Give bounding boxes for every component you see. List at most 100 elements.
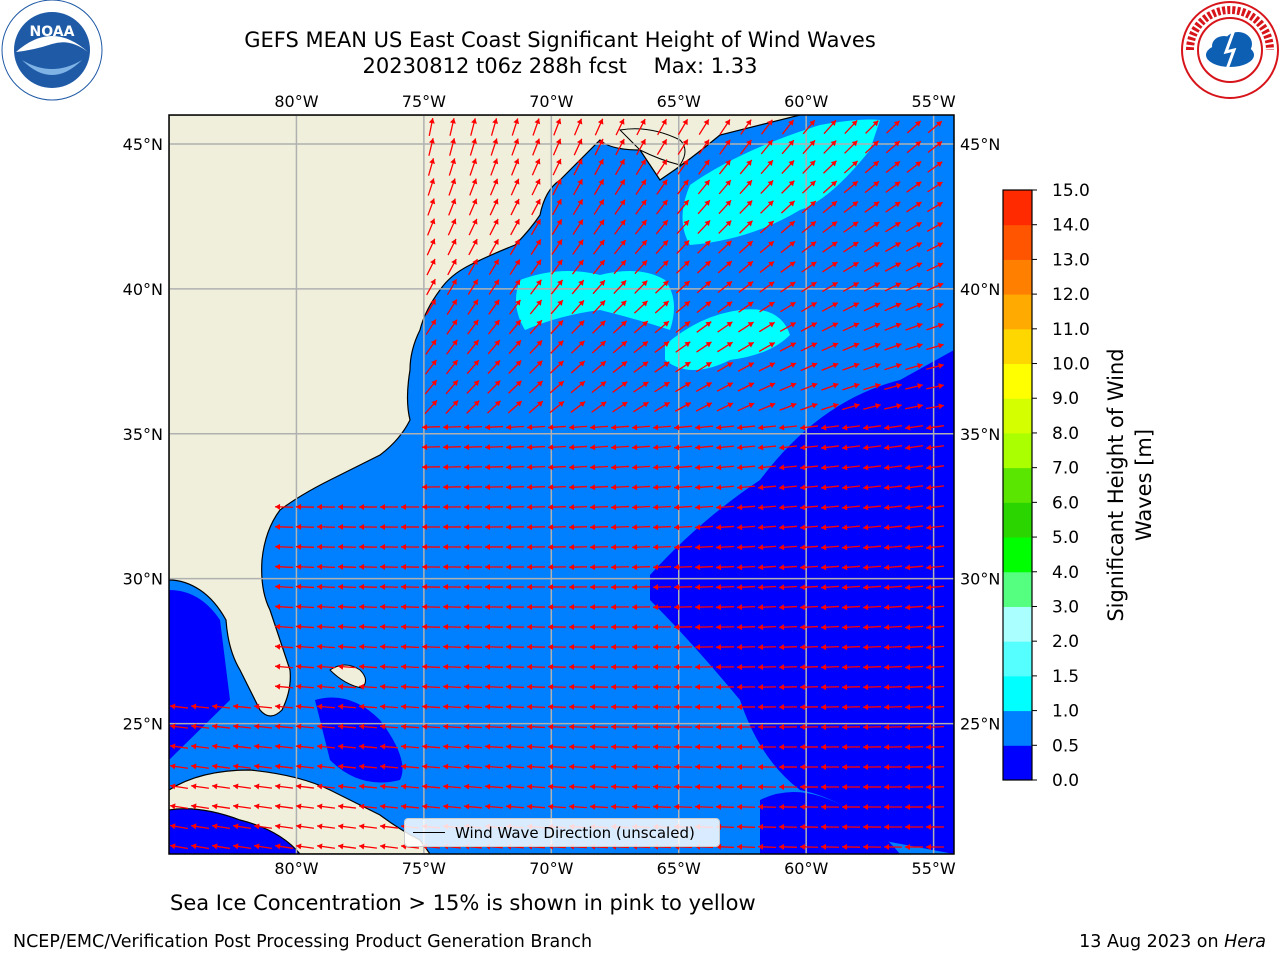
- direction-arrow-head: [642, 321, 648, 327]
- direction-arrow-head: [884, 484, 890, 491]
- direction-arrow-head: [863, 584, 869, 591]
- direction-arrow-head: [716, 564, 722, 571]
- lat-tick-label: 45°N: [960, 135, 1000, 154]
- direction-arrow-head: [485, 623, 491, 630]
- direction-arrow-head: [317, 723, 323, 730]
- direction-arrow-head: [548, 663, 554, 670]
- direction-arrow-head: [821, 664, 827, 671]
- direction-arrow-head: [443, 783, 449, 790]
- direction-arrow-head: [170, 843, 176, 850]
- direction-arrow-head: [653, 743, 659, 750]
- colorbar-segment: [1003, 398, 1032, 434]
- direction-arrow-head: [737, 484, 743, 491]
- direction-arrow-head: [632, 524, 638, 531]
- direction-arrow-head: [800, 803, 806, 810]
- direction-arrow-head: [450, 158, 457, 165]
- colorbar-segment: [1003, 363, 1032, 399]
- chart-subtitle: 20230812 t06z 288h fcst Max: 1.33: [362, 54, 758, 78]
- direction-arrow-head: [464, 603, 470, 610]
- direction-arrow-head: [429, 218, 436, 225]
- direction-arrow-head: [767, 119, 773, 126]
- direction-arrow-head: [704, 179, 710, 186]
- direction-arrow-head: [577, 158, 583, 165]
- direction-arrow-head: [514, 279, 521, 286]
- direction-arrow-head: [380, 743, 386, 750]
- direction-arrow-head: [191, 823, 197, 830]
- direction-arrow-head: [863, 424, 869, 431]
- lon-tick-label: 60°W: [784, 859, 828, 878]
- direction-arrow-head: [296, 623, 302, 630]
- direction-arrow-head: [821, 704, 827, 711]
- direction-arrow-head: [590, 723, 596, 730]
- direction-arrow-head: [590, 624, 596, 631]
- direction-arrow-head: [653, 564, 659, 571]
- direction-arrow-head: [536, 360, 543, 367]
- direction-arrow-head: [830, 140, 837, 147]
- direction-arrow-head: [611, 424, 617, 431]
- direction-arrow-head: [527, 743, 533, 750]
- direction-arrow-head: [492, 138, 499, 145]
- direction-arrow-head: [703, 159, 710, 166]
- direction-arrow-head: [863, 684, 869, 691]
- direction-arrow-head: [863, 504, 869, 511]
- colorbar-segment: [1003, 224, 1032, 260]
- direction-arrow-head: [338, 623, 344, 630]
- direction-arrow-head: [513, 178, 520, 185]
- direction-arrow-head: [894, 201, 901, 208]
- direction-arrow-head: [451, 319, 458, 326]
- direction-arrow-head: [767, 160, 773, 166]
- direction-arrow-head: [422, 543, 428, 550]
- direction-arrow-head: [527, 504, 533, 511]
- direction-arrow-head: [170, 743, 176, 750]
- direction-arrow-head: [905, 444, 911, 451]
- chart-title: GEFS MEAN US East Coast Significant Heig…: [244, 28, 876, 52]
- direction-arrow-head: [536, 380, 543, 387]
- direction-arrow-head: [548, 444, 554, 451]
- direction-arrow-head: [621, 361, 628, 367]
- direction-arrow-head: [821, 524, 827, 531]
- direction-arrow-head: [506, 763, 512, 770]
- direction-arrow-head: [506, 643, 512, 650]
- direction-arrow-head: [317, 683, 323, 690]
- direction-arrow-head: [800, 504, 806, 511]
- direction-arrow-head: [569, 643, 575, 650]
- direction-arrow-head: [556, 259, 563, 266]
- direction-arrow-head: [506, 783, 512, 790]
- direction-arrow-head: [317, 663, 323, 670]
- direction-arrow-head: [422, 643, 428, 650]
- direction-arrow-head: [296, 523, 302, 530]
- direction-arrow-head: [621, 381, 628, 388]
- direction-arrow-head: [695, 524, 701, 531]
- colorbar-tick-label: 1.5: [1052, 667, 1079, 687]
- direction-arrow-head: [936, 121, 942, 127]
- direction-arrow-head: [779, 564, 785, 571]
- direction-arrow-head: [703, 139, 710, 146]
- direction-arrow-head: [170, 703, 176, 710]
- direction-arrow-head: [842, 704, 848, 711]
- direction-arrow-head: [212, 803, 218, 810]
- direction-arrow-head: [832, 342, 839, 349]
- direction-arrow-head: [905, 724, 911, 731]
- direction-arrow-head: [535, 199, 541, 205]
- direction-arrow-head: [506, 544, 512, 551]
- direction-arrow-head: [661, 159, 667, 166]
- direction-arrow-head: [464, 663, 470, 670]
- direction-arrow-head: [716, 584, 722, 591]
- direction-arrow-head: [811, 362, 818, 369]
- direction-arrow-head: [514, 219, 520, 225]
- low-wave-region-west: [169, 590, 230, 760]
- lon-tick-label: 55°W: [912, 92, 956, 111]
- direction-arrow-head: [936, 182, 943, 188]
- direction-arrow-head: [556, 179, 562, 185]
- direction-arrow-head: [619, 179, 625, 186]
- direction-arrow-head: [747, 281, 754, 287]
- direction-arrow-head: [296, 583, 302, 590]
- direction-arrow-head: [170, 823, 176, 830]
- direction-arrow-head: [296, 643, 302, 650]
- direction-arrow-head: [726, 342, 733, 348]
- direction-arrow-head: [598, 159, 604, 165]
- colorbar-segment: [1003, 467, 1032, 503]
- direction-arrow-head: [494, 360, 501, 367]
- direction-arrow-head: [296, 783, 302, 790]
- direction-arrow-head: [548, 424, 554, 431]
